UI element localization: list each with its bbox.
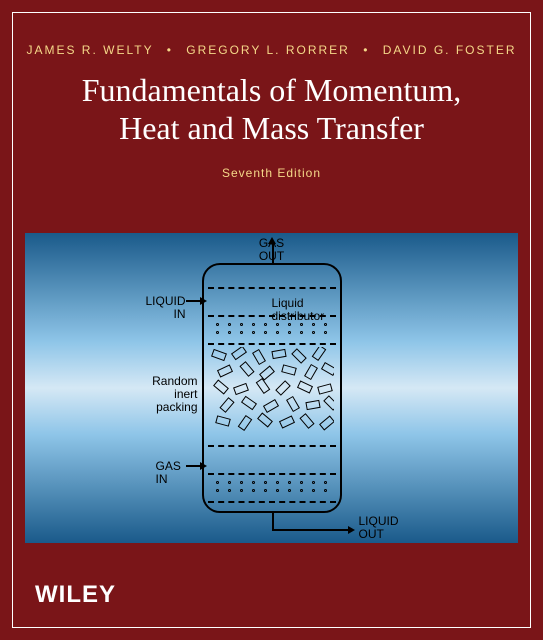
separator-icon: •: [363, 43, 369, 57]
distributor-dots: [212, 481, 332, 484]
gas-in-label: GAS IN: [156, 460, 181, 486]
divider-line: [208, 473, 336, 475]
packed-column: GAS OUT LIQUID IN Liquid distributor Ran…: [202, 263, 342, 513]
distributor-dots: [212, 331, 332, 334]
authors-line: JAMES R. WELTY • GREGORY L. RORRER • DAV…: [13, 13, 530, 57]
distributor-dots: [212, 489, 332, 492]
title-line-1: Fundamentals of Momentum,: [33, 71, 510, 109]
gas-out-label: GAS OUT: [259, 237, 284, 263]
divider-line: [208, 445, 336, 447]
arrowhead-right-icon: [348, 526, 355, 534]
divider-line: [208, 287, 336, 289]
column-diagram: GAS OUT LIQUID IN Liquid distributor Ran…: [202, 263, 342, 513]
title-line-2: Heat and Mass Transfer: [33, 109, 510, 147]
book-cover: JAMES R. WELTY • GREGORY L. RORRER • DAV…: [0, 0, 543, 640]
author-3: DAVID G. FOSTER: [383, 43, 517, 57]
packing-fill: [210, 347, 334, 441]
distributor-dots: [212, 323, 332, 326]
author-2: GREGORY L. RORRER: [186, 43, 350, 57]
divider-line: [208, 343, 336, 345]
cover-border: JAMES R. WELTY • GREGORY L. RORRER • DAV…: [12, 12, 531, 628]
publisher-logo: WILEY: [35, 581, 116, 609]
liquid-distributor-label: Liquid distributor: [272, 297, 342, 323]
edition-label: Seventh Edition: [13, 148, 530, 180]
arrowhead-right-icon: [200, 462, 207, 470]
divider-line: [208, 315, 336, 317]
liquid-in-label: LIQUID IN: [146, 295, 186, 321]
arrowhead-right-icon: [200, 297, 207, 305]
diagram-panel: GAS OUT LIQUID IN Liquid distributor Ran…: [25, 233, 518, 543]
random-packing-label: Random inert packing: [140, 375, 198, 415]
divider-line: [208, 501, 336, 503]
liquid-out-label: LIQUID OUT: [359, 515, 409, 541]
book-title: Fundamentals of Momentum, Heat and Mass …: [13, 57, 530, 148]
separator-icon: •: [167, 43, 173, 57]
author-1: JAMES R. WELTY: [26, 43, 153, 57]
liquid-out-pipe-h: [272, 529, 350, 531]
